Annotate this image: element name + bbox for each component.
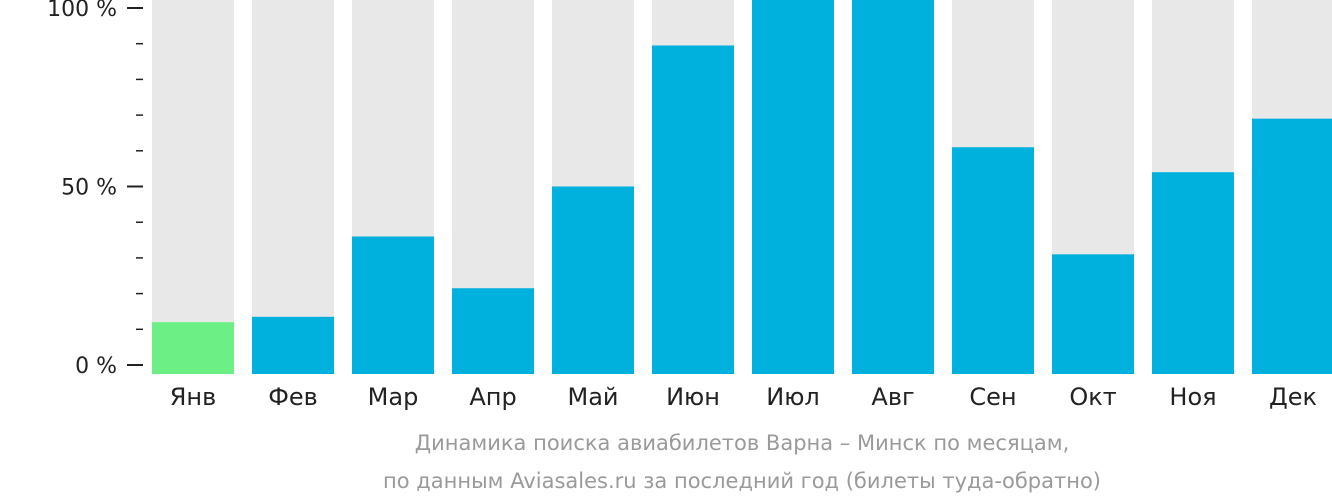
bars-group [152, 0, 1332, 375]
bar-Окт [1052, 254, 1134, 374]
bar-Май [552, 186, 634, 374]
bar-Июл [752, 0, 834, 374]
bar-Апр [452, 288, 534, 374]
y-tick-label: 50 % [61, 176, 117, 201]
bar-track [252, 0, 334, 374]
x-tick-label: Ноя [1169, 383, 1216, 411]
bar-Авг [852, 0, 934, 374]
bar-Фев [252, 316, 334, 374]
bar-track [152, 0, 234, 374]
x-tick-label: Авг [871, 383, 914, 411]
y-axis: 0 % 50 % 100 % [47, 0, 143, 379]
bar-Июн [652, 45, 734, 375]
x-tick-label: Янв [170, 383, 217, 411]
x-tick-label: Сен [969, 383, 1016, 411]
y-tick-label: 0 % [75, 354, 117, 379]
bar-Мар [352, 236, 434, 374]
x-axis: Янв Фев Мар Апр Май Июн Июл Авг Сен Окт Ноя Дек [170, 383, 1317, 411]
chart-caption-line-2: по данным Aviasales.ru за последний год … [383, 469, 1101, 493]
chart-caption-line-1: Динамика поиска авиабилетов Варна – Минс… [415, 431, 1070, 455]
bar-Сен [952, 147, 1034, 374]
x-tick-label: Май [567, 383, 618, 411]
bar-Янв [152, 322, 234, 374]
x-tick-label: Июн [666, 383, 720, 411]
x-tick-label: Апр [469, 383, 516, 411]
y-tick-label: 100 % [47, 0, 117, 22]
bar-Дек [1252, 118, 1332, 374]
x-tick-label: Фев [268, 383, 318, 411]
x-tick-label: Мар [368, 383, 419, 411]
x-tick-label: Окт [1069, 383, 1116, 411]
x-tick-label: Июл [766, 383, 820, 411]
bar-Ноя [1152, 172, 1234, 374]
x-tick-label: Дек [1269, 383, 1317, 411]
